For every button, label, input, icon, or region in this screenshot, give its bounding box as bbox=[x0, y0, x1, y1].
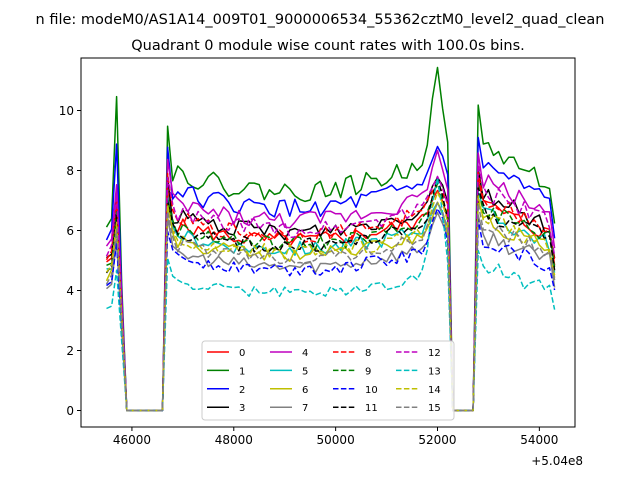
series-line-13 bbox=[106, 177, 556, 412]
x-tick-label: 52000 bbox=[418, 433, 456, 447]
series-line-4 bbox=[105, 149, 556, 412]
legend-box bbox=[201, 340, 455, 421]
chart-title: Quadrant 0 module wise count rates with … bbox=[131, 38, 525, 54]
y-axis: 0 2 4 6 8 10 bbox=[59, 104, 81, 418]
legend-label-7: 7 bbox=[302, 403, 308, 414]
legend-label-6: 6 bbox=[302, 385, 308, 396]
legend-label-5: 5 bbox=[302, 366, 308, 377]
legend-label-8: 8 bbox=[365, 348, 371, 359]
plot-frame bbox=[80, 57, 576, 428]
legend-label-13: 13 bbox=[428, 366, 441, 377]
y-tick-label: 10 bbox=[59, 104, 74, 118]
legend-label-12: 12 bbox=[428, 348, 441, 359]
series-line-11 bbox=[105, 177, 556, 412]
series-line-15 bbox=[105, 201, 556, 412]
series-line-1 bbox=[105, 66, 556, 412]
x-axis: 46000 48000 50000 52000 54000 bbox=[113, 427, 558, 447]
series-line-6 bbox=[105, 199, 556, 412]
legend-label-14: 14 bbox=[428, 385, 441, 396]
x-tick-label: 46000 bbox=[113, 433, 151, 447]
y-tick-label: 4 bbox=[66, 284, 74, 298]
y-tick-label: 0 bbox=[66, 404, 74, 418]
legend-label-2: 2 bbox=[239, 385, 245, 396]
series-line-10 bbox=[106, 207, 556, 412]
y-tick-label: 2 bbox=[66, 344, 74, 358]
series-line-12 bbox=[105, 164, 556, 412]
legend-label-4: 4 bbox=[302, 348, 308, 359]
y-tick-label: 8 bbox=[66, 164, 74, 178]
series-layer bbox=[105, 66, 556, 412]
legend-label-11: 11 bbox=[365, 403, 378, 414]
legend-label-15: 15 bbox=[428, 403, 441, 414]
legend-label-10: 10 bbox=[365, 385, 378, 396]
x-tick-label: 54000 bbox=[520, 433, 558, 447]
x-tick-label: 48000 bbox=[215, 433, 253, 447]
series-line-2 bbox=[105, 136, 556, 412]
legend-label-3: 3 bbox=[239, 403, 245, 414]
legend-label-9: 9 bbox=[365, 366, 371, 377]
figure-suptitle: n file: modeM0/AS1A14_009T01_9000006534_… bbox=[36, 12, 605, 28]
y-tick-label: 6 bbox=[66, 224, 74, 238]
legend-label-1: 1 bbox=[239, 366, 245, 377]
series-line-8 bbox=[105, 171, 556, 412]
x-tick-label: 50000 bbox=[317, 433, 355, 447]
x-offset-label: +5.04e8 bbox=[531, 454, 583, 468]
series-line-7 bbox=[106, 211, 556, 412]
legend-label-0: 0 bbox=[239, 348, 245, 359]
